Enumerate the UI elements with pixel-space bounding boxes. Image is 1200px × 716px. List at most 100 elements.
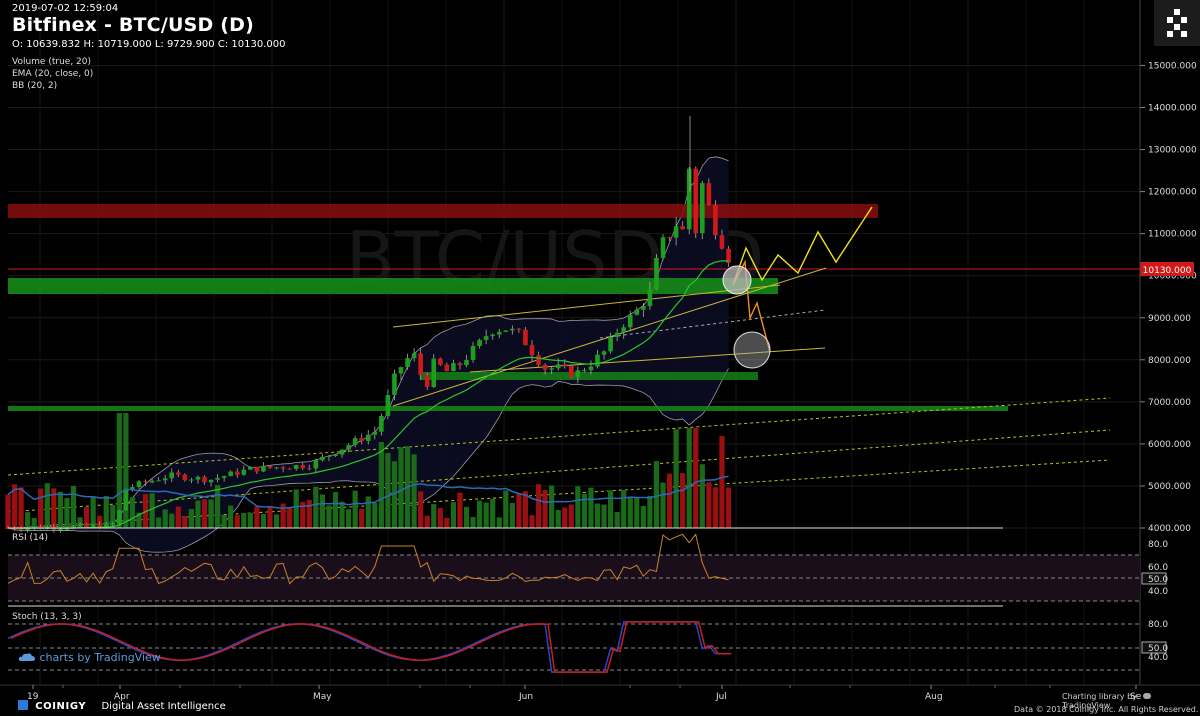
- price-tick-label: 8000.000: [1148, 356, 1191, 366]
- candle-body: [300, 465, 306, 469]
- volume-bar: [162, 509, 168, 528]
- candle-body: [713, 204, 718, 236]
- candle-body: [438, 358, 443, 365]
- candle-body: [313, 460, 319, 469]
- candle-body: [411, 353, 417, 359]
- candle-body: [90, 524, 96, 527]
- volume-bar: [280, 503, 286, 528]
- volume-bar: [247, 512, 253, 528]
- candle-body: [97, 524, 102, 528]
- candle-body: [64, 528, 70, 530]
- rsi-label[interactable]: RSI (14): [12, 533, 48, 543]
- volume-bar: [594, 503, 601, 528]
- volume-bar: [156, 517, 162, 528]
- volume-bar: [182, 516, 188, 528]
- volume-bar: [562, 507, 568, 528]
- candle-body: [523, 329, 528, 346]
- candle-body: [575, 370, 581, 377]
- volume-bar: [313, 486, 319, 528]
- price-tick-label: 14000.000: [1148, 104, 1197, 114]
- indicator-bb[interactable]: BB (20, 2): [12, 81, 58, 91]
- chart-title: Bitfinex - BTC/USD (D): [12, 14, 255, 36]
- time-tick-label: Jul: [715, 692, 727, 702]
- volume-bar: [241, 512, 247, 528]
- candle-body: [156, 480, 161, 482]
- current-price-label: 10130.000: [1143, 266, 1192, 276]
- indicator-ema[interactable]: EMA (20, close, 0): [12, 69, 94, 79]
- charting-library-credit: Charting library by TradingView: [1062, 692, 1200, 710]
- price-tick-label: 6000.000: [1148, 440, 1191, 450]
- candle-body: [287, 468, 292, 470]
- time-tick-label: Apr: [114, 692, 130, 702]
- volume-bar: [450, 502, 456, 528]
- candle-body: [25, 528, 30, 530]
- volume-bar: [555, 509, 561, 528]
- volume-bar: [666, 473, 673, 528]
- candle-body: [614, 332, 620, 338]
- volume-bar: [621, 490, 627, 528]
- volume-bar: [529, 515, 535, 528]
- candlesticks: [5, 115, 731, 533]
- volume-bar: [575, 486, 581, 528]
- support-zone-base: [8, 406, 1008, 411]
- volume-bar: [509, 502, 515, 528]
- stoch-panel: [7, 621, 1140, 673]
- coinigy-logo-box[interactable]: [1154, 0, 1200, 46]
- candle-body: [352, 438, 358, 446]
- copyright-text: Data © 2018 Coinigy Inc. All Rights Rese…: [1014, 705, 1199, 714]
- volume-bar: [352, 490, 358, 528]
- volume-bar: [699, 464, 705, 528]
- stoch-label[interactable]: Stoch (13, 3, 3): [12, 612, 82, 622]
- candle-body: [110, 523, 116, 525]
- candle-body: [18, 529, 24, 531]
- candle-body: [464, 359, 469, 366]
- candle-body: [496, 331, 502, 335]
- candle-body: [608, 337, 613, 352]
- volume-bar: [437, 508, 443, 528]
- volume-bar: [293, 489, 299, 528]
- candle-body: [215, 477, 220, 480]
- candle-body: [601, 351, 607, 355]
- volume-bar: [188, 509, 194, 528]
- volume-bar: [51, 488, 57, 528]
- volume-bar: [385, 453, 391, 528]
- price-tick-label: 5000.000: [1148, 482, 1191, 492]
- timestamp: 2019-07-02 12:59:04: [12, 3, 119, 14]
- volume-bar: [372, 502, 378, 528]
- volume-bar: [719, 435, 725, 528]
- candle-body: [621, 327, 626, 333]
- candle-body: [680, 226, 685, 230]
- candle-body: [634, 309, 640, 315]
- resistance-zone: [8, 204, 878, 218]
- candle-body: [418, 353, 423, 376]
- tradingview-watermark[interactable]: charts by TradingView: [18, 651, 161, 664]
- volume-bar: [418, 491, 424, 528]
- candle-body: [595, 354, 600, 367]
- candle-body: [176, 472, 181, 475]
- volume-bar: [706, 482, 712, 528]
- price-tick-label: 12000.000: [1148, 188, 1197, 198]
- volume-bar: [346, 509, 352, 528]
- candle-body: [582, 370, 587, 372]
- volume-bar: [110, 505, 116, 528]
- stoch-d-line: [10, 621, 732, 673]
- volume-bar: [287, 507, 293, 528]
- candle-body: [424, 375, 430, 387]
- volume-bar: [424, 515, 430, 528]
- indicator-volume[interactable]: Volume (true, 20): [12, 57, 92, 67]
- volume-bar: [614, 512, 620, 528]
- candle-body: [588, 366, 594, 371]
- price-axis[interactable]: 15000.000 14000.000 13000.000 12000.000 1100…: [1140, 61, 1197, 534]
- ohlc-values: O: 10639.832 H: 10719.000 L: 9729.900 C:…: [12, 39, 286, 50]
- coinigy-branding: COINIGY Digital Asset Intelligence: [18, 700, 226, 712]
- volume-bar: [463, 506, 470, 528]
- volume-bar: [431, 504, 437, 528]
- volume-bar: [169, 513, 175, 528]
- time-axis[interactable]: 19 Apr May Jun Jul Aug Se: [27, 685, 1142, 702]
- volume-bar: [712, 487, 718, 528]
- tradingview-watermark-text: charts by TradingView: [39, 651, 161, 664]
- volume-bar: [680, 473, 686, 528]
- candle-body: [221, 476, 227, 478]
- candle-body: [365, 434, 371, 441]
